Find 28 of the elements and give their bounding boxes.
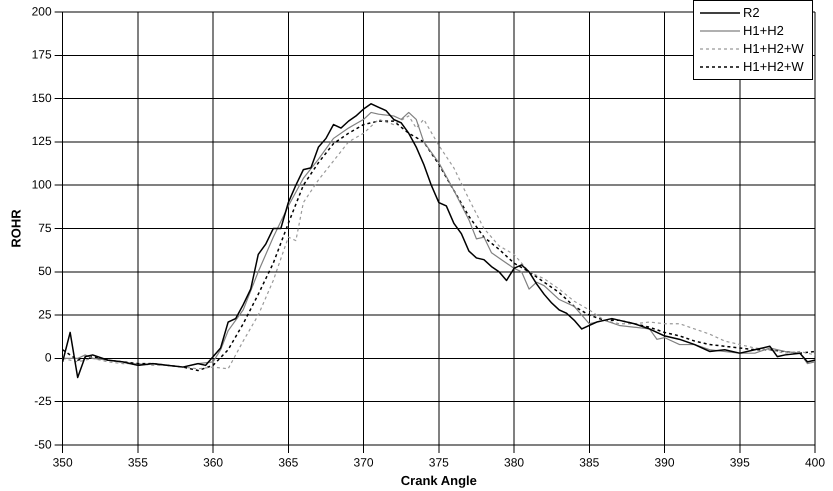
x-tick-label: 390 — [654, 456, 675, 470]
y-tick-label: 125 — [32, 134, 52, 148]
x-tick-label: 355 — [128, 456, 148, 470]
y-tick-label: 100 — [32, 178, 52, 192]
y-tick-label: 150 — [32, 90, 52, 105]
y-tick-label: 75 — [38, 220, 52, 235]
x-tick-label: 380 — [504, 456, 524, 470]
legend-label: H1+H2+W — [743, 58, 804, 76]
y-tick-label: 0 — [44, 350, 52, 365]
legend-label: H1+H2 — [743, 22, 784, 40]
x-tick-label: 350 — [52, 456, 73, 470]
y-tick-label: -50 — [34, 437, 52, 452]
x-tick-label: 370 — [354, 456, 374, 470]
x-tick-label: 385 — [579, 456, 600, 470]
x-tick-label: 375 — [428, 456, 450, 470]
y-tick-label: 175 — [32, 48, 52, 62]
y-tick-label: 200 — [32, 4, 52, 18]
x-tick-label: 395 — [730, 456, 750, 470]
x-axis-title: Crank Angle — [400, 472, 477, 488]
y-tick-label: 50 — [38, 264, 52, 278]
y-tick-label: -25 — [34, 394, 52, 408]
y-axis-title: ROHR — [8, 208, 24, 248]
legend-label: H1+H2+W — [743, 40, 804, 58]
x-tick-label: 400 — [804, 456, 826, 470]
y-tick-label: 25 — [38, 307, 52, 322]
x-tick-label: 365 — [278, 456, 299, 470]
legend-label: R2 — [743, 4, 760, 22]
x-tick-label: 360 — [203, 456, 224, 470]
